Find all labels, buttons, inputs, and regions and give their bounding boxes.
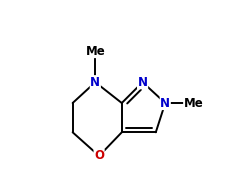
Text: N: N (137, 76, 147, 89)
Text: Me: Me (183, 97, 203, 109)
Text: Me: Me (85, 45, 105, 57)
Text: N: N (160, 97, 170, 109)
Text: N: N (90, 76, 100, 89)
Text: O: O (94, 149, 104, 162)
